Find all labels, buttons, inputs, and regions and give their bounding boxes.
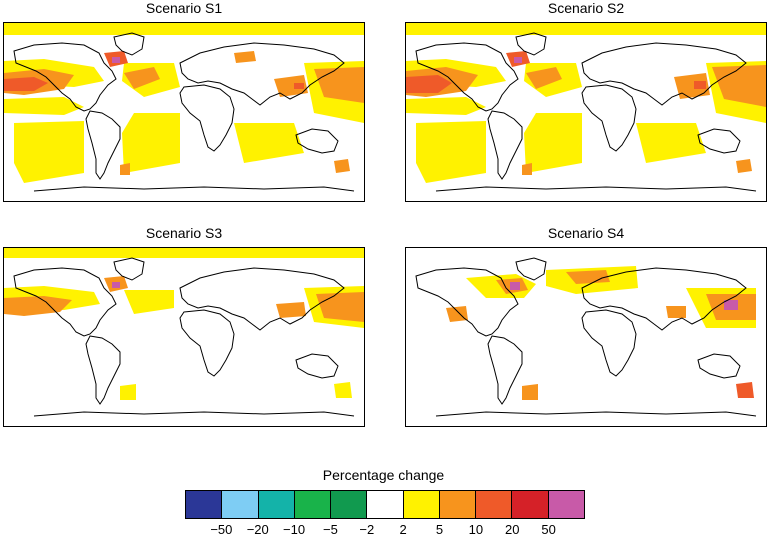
panel-scenario-s1: Scenario S1 [3, 0, 365, 205]
colorbar [185, 490, 585, 519]
colorbar-tick-label: −5 [323, 522, 338, 537]
world-map-s4 [405, 247, 767, 427]
coastlines [415, 257, 757, 417]
percentage-change-shading [4, 23, 364, 183]
panel-scenario-s3: Scenario S3 [3, 225, 365, 430]
colorbar-swatch [439, 491, 477, 518]
colorbar-tick-label: 50 [541, 522, 556, 537]
colorbar-ticks: −50 −20 −10 −5 −2 2 5 10 20 50 [185, 522, 585, 538]
colorbar-swatch [331, 491, 368, 518]
colorbar-swatch [186, 491, 223, 518]
world-map-s2 [405, 22, 767, 202]
panel-title: Scenario S1 [145, 0, 223, 16]
colorbar-tick-label: 10 [468, 522, 484, 537]
panel-title: Scenario S4 [547, 225, 625, 241]
colorbar-tick-label: −20 [246, 522, 269, 537]
colorbar-tick-label: 5 [435, 522, 444, 537]
legend-title: Percentage change [322, 467, 445, 483]
panel-title: Scenario S3 [145, 225, 223, 241]
percentage-change-shading [4, 248, 364, 400]
colorbar-swatch [476, 491, 513, 518]
colorbar-swatch [294, 491, 332, 518]
panel-title: Scenario S2 [547, 0, 625, 16]
coastlines [415, 32, 757, 192]
colorbar-swatch [403, 491, 440, 518]
colorbar-swatch [222, 491, 259, 518]
colorbar-swatch [512, 491, 549, 518]
percentage-change-shading [446, 266, 756, 400]
colorbar-tick-label: 2 [399, 522, 407, 537]
world-map-s1 [3, 22, 365, 202]
percentage-change-shading [406, 23, 766, 183]
panel-scenario-s2: Scenario S2 [405, 0, 767, 205]
colorbar-swatch [548, 491, 584, 518]
colorbar-tick-label: 20 [505, 522, 520, 537]
coastlines [13, 32, 355, 192]
coastlines [13, 257, 355, 417]
colorbar-tick-label: −50 [210, 522, 233, 537]
colorbar-swatch [367, 491, 404, 518]
colorbar-tick-label: −2 [359, 522, 375, 537]
colorbar-swatch [258, 491, 295, 518]
colorbar-tick-label: −10 [283, 522, 306, 537]
panel-scenario-s4: Scenario S4 [405, 225, 767, 430]
world-map-s3 [3, 247, 365, 427]
